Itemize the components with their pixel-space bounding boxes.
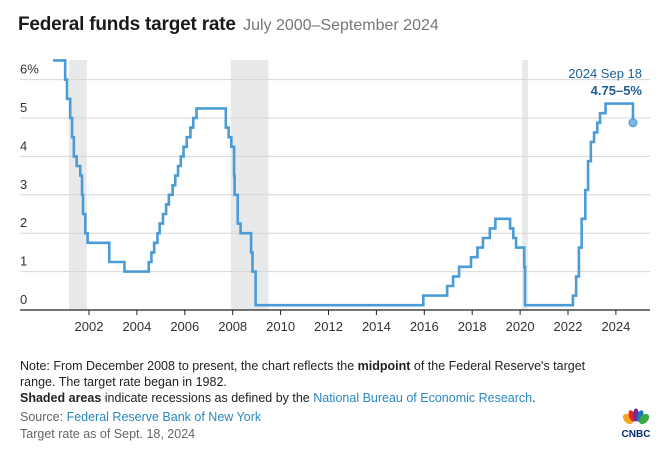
y-tick-label: 4 <box>20 138 27 153</box>
note-text: Note: From December 2008 to present, the… <box>20 358 620 390</box>
x-tick-label: 2020 <box>506 319 535 334</box>
y-tick-label: 5 <box>20 100 27 115</box>
note-prefix: Note: From December 2008 to present, the… <box>20 359 358 373</box>
x-tick-label: 2006 <box>170 319 199 334</box>
y-tick-label: 0 <box>20 292 27 307</box>
recession-band <box>68 60 87 310</box>
x-tick-label: 2018 <box>458 319 487 334</box>
x-tick-label: 2008 <box>218 319 247 334</box>
annotation-date: 2024 Sep 18 <box>568 66 642 81</box>
subtitle: July 2000–September 2024 <box>243 17 439 34</box>
chart-title: Federal funds target rate July 2000–Sept… <box>18 14 439 36</box>
y-tick-label: 6% <box>20 62 39 77</box>
rate-line <box>53 59 635 307</box>
x-tick-label: 2004 <box>122 319 151 334</box>
annotation-value: 4.75–5% <box>591 83 643 98</box>
shaded-end: . <box>532 391 536 405</box>
x-tick-label: 2012 <box>314 319 343 334</box>
y-tick-label: 3 <box>20 177 27 192</box>
x-tick-label: 2002 <box>75 319 104 334</box>
recession-band <box>230 60 269 310</box>
note-suffix: of the Federal Reserve's target range. T… <box>20 359 586 389</box>
x-tick-label: 2014 <box>362 319 391 334</box>
nber-link[interactable]: National Bureau of Economic Research <box>313 391 533 405</box>
note-bold: midpoint <box>357 359 411 373</box>
y-tick-label: 1 <box>20 254 27 269</box>
x-tick-label: 2016 <box>410 319 439 334</box>
shaded-note: Shaded areas indicate recessions as defi… <box>20 390 536 406</box>
title-text: Federal funds target rate <box>18 14 236 35</box>
latest-point <box>628 118 638 128</box>
logo-text: CNBC <box>621 429 651 440</box>
shaded-text: indicate recessions as defined by the <box>101 391 314 405</box>
y-tick-label: 2 <box>20 215 27 230</box>
chart-svg: 0 1 2 3 4 5 6% 2002 2004 2006 2008 2010 2012 2014 2016… <box>20 59 650 334</box>
cnbc-logo: CNBC <box>616 408 656 440</box>
x-tick-label: 2022 <box>554 319 583 334</box>
recession-band <box>522 60 528 310</box>
source-link[interactable]: Federal Reserve Bank of New York <box>66 410 262 424</box>
x-tick-label: 2010 <box>266 319 295 334</box>
x-tick-label: 2024 <box>601 319 630 334</box>
shaded-bold: Shaded areas <box>20 391 102 405</box>
source-label: Source: <box>20 410 67 424</box>
source-line: Source: Federal Reserve Bank of New York <box>20 409 261 425</box>
as-of-note: Target rate as of Sept. 18, 2024 <box>20 427 196 441</box>
peacock-icon <box>622 408 650 425</box>
